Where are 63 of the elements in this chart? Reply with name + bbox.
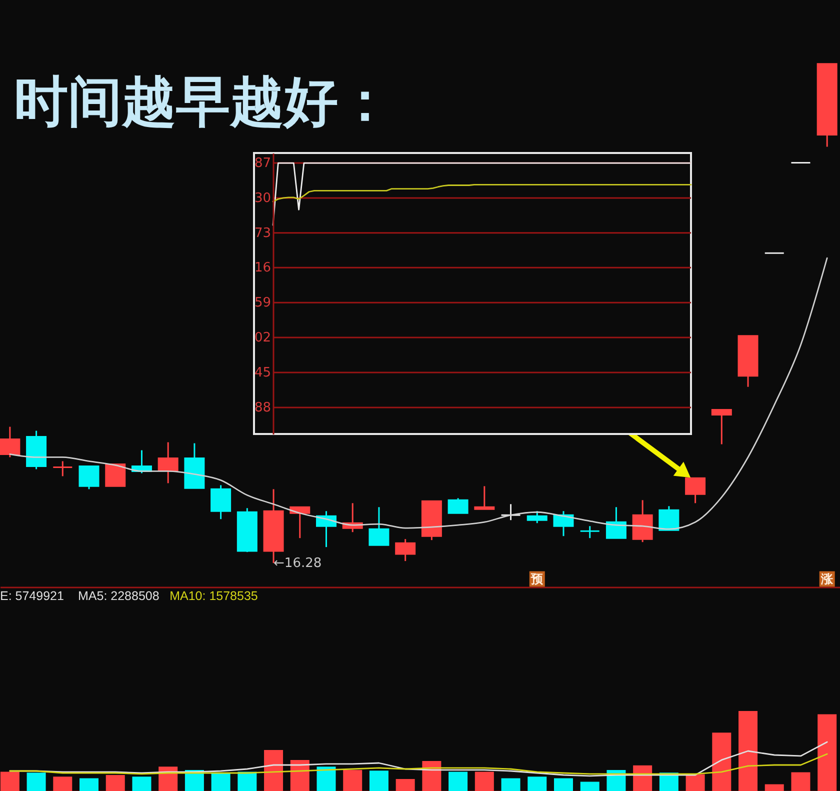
- text: 涨: [820, 572, 834, 586]
- bar: [132, 776, 152, 791]
- bar: [80, 778, 99, 791]
- bar: [633, 765, 652, 791]
- annotation: 59: [254, 296, 271, 311]
- bar: [343, 770, 362, 791]
- candlestick: [632, 499, 653, 543]
- candlestick: [658, 505, 680, 531]
- text: MA5: 2288508: [78, 589, 160, 603]
- text: MA10: 1578535: [170, 589, 258, 603]
- chart-title: 时间越早越好：: [14, 70, 392, 133]
- candlestick: [0, 426, 20, 458]
- bar: [53, 776, 72, 791]
- candlestick: [606, 506, 626, 539]
- annotation: 02: [254, 330, 271, 346]
- candlestick: [500, 503, 522, 521]
- bar: [818, 714, 837, 791]
- annotation: 73: [254, 226, 271, 241]
- candlestick: [78, 465, 100, 490]
- bar: [396, 779, 415, 791]
- candlestick: [395, 538, 416, 562]
- bar: [764, 784, 784, 791]
- annotation: 88: [254, 400, 271, 416]
- candlestick: [158, 441, 178, 484]
- bar: [501, 778, 520, 791]
- candlestick: [448, 497, 468, 514]
- bar: [0, 772, 20, 791]
- candlestick: [685, 477, 706, 504]
- bar: [448, 772, 468, 791]
- annotation: ←16.28: [274, 556, 322, 572]
- candlestick: [368, 506, 390, 546]
- bar: [554, 778, 573, 791]
- bar: [316, 766, 336, 791]
- bar: [528, 776, 547, 791]
- bar: [26, 772, 46, 791]
- annotation: 16: [254, 260, 271, 276]
- bar: [791, 772, 810, 791]
- candlestick: [52, 460, 73, 477]
- annotation: 45: [254, 365, 271, 380]
- bar: [106, 775, 125, 791]
- candlestick: [526, 510, 548, 524]
- candlestick: [105, 463, 126, 487]
- candlestick: [580, 525, 600, 539]
- annotation: 87: [254, 156, 271, 172]
- bar: [158, 766, 178, 791]
- candlestick: [553, 510, 574, 537]
- candlestick: [210, 484, 232, 520]
- bar: [211, 773, 230, 791]
- bar: [422, 761, 442, 791]
- bar: [738, 711, 758, 791]
- bar: [264, 750, 284, 791]
- text: E: 5749921: [0, 589, 64, 603]
- bar: [580, 782, 600, 791]
- annotation: 30: [254, 190, 271, 206]
- bar: [712, 732, 732, 791]
- text: 预: [530, 572, 544, 586]
- bar: [290, 760, 310, 791]
- candlestick: [474, 485, 495, 510]
- bar: [686, 774, 705, 791]
- bar: [369, 770, 388, 791]
- bar: [474, 772, 494, 791]
- bar: [238, 772, 257, 791]
- candlestick: [711, 409, 732, 445]
